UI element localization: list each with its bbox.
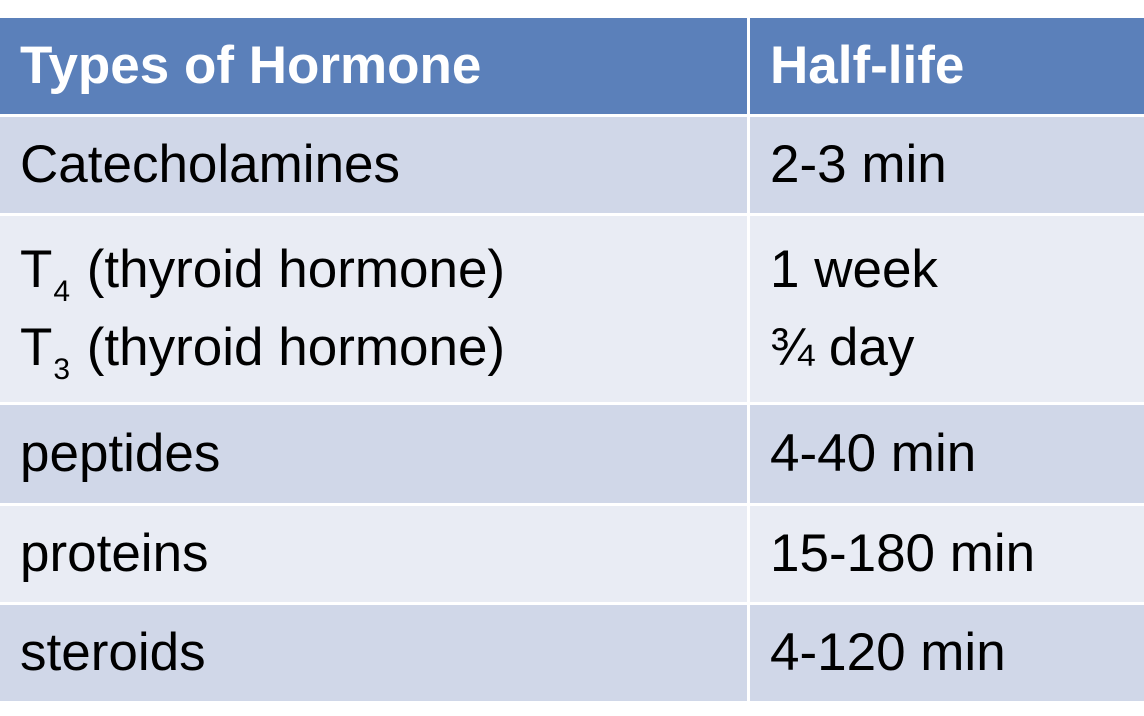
hormone-symbol: T xyxy=(20,318,53,377)
hormone-description: (thyroid hormone) xyxy=(72,240,506,299)
table-row: peptides 4-40 min xyxy=(0,405,1144,506)
hormone-symbol: T xyxy=(20,240,53,299)
header-types-of-hormone: Types of Hormone xyxy=(0,18,750,114)
hormone-subscript: 3 xyxy=(53,353,71,386)
hormone-subscript: 4 xyxy=(53,275,71,308)
table-header-row: Types of Hormone Half-life xyxy=(0,18,1144,117)
half-life-cell: 15-180 min xyxy=(750,506,1144,602)
half-life-cell: 4-40 min xyxy=(750,405,1144,503)
hormone-half-life-table: Types of Hormone Half-life Catecholamine… xyxy=(0,18,1144,704)
table-row: proteins 15-180 min xyxy=(0,506,1144,605)
hormone-type-line: T3 (thyroid hormone) xyxy=(20,309,747,387)
hormone-type-cell: proteins xyxy=(0,506,750,602)
table-row: Catecholamines 2-3 min xyxy=(0,117,1144,216)
hormone-type-line: T4 (thyroid hormone) xyxy=(20,231,747,309)
half-life-cell: 4-120 min xyxy=(750,605,1144,701)
hormone-type-cell: steroids xyxy=(0,605,750,701)
half-life-cell: 1 week ¾ day xyxy=(750,216,1144,402)
table-row: steroids 4-120 min xyxy=(0,605,1144,704)
half-life-line: ¾ day xyxy=(770,318,915,377)
half-life-line: 1 week xyxy=(770,240,938,299)
table-row: T4 (thyroid hormone) T3 (thyroid hormone… xyxy=(0,216,1144,405)
hormone-type-cell: T4 (thyroid hormone) T3 (thyroid hormone… xyxy=(0,216,750,402)
hormone-description: (thyroid hormone) xyxy=(72,318,506,377)
hormone-type-cell: peptides xyxy=(0,405,750,503)
hormone-type-cell: Catecholamines xyxy=(0,117,750,213)
half-life-cell: 2-3 min xyxy=(750,117,1144,213)
header-half-life: Half-life xyxy=(750,18,1144,114)
